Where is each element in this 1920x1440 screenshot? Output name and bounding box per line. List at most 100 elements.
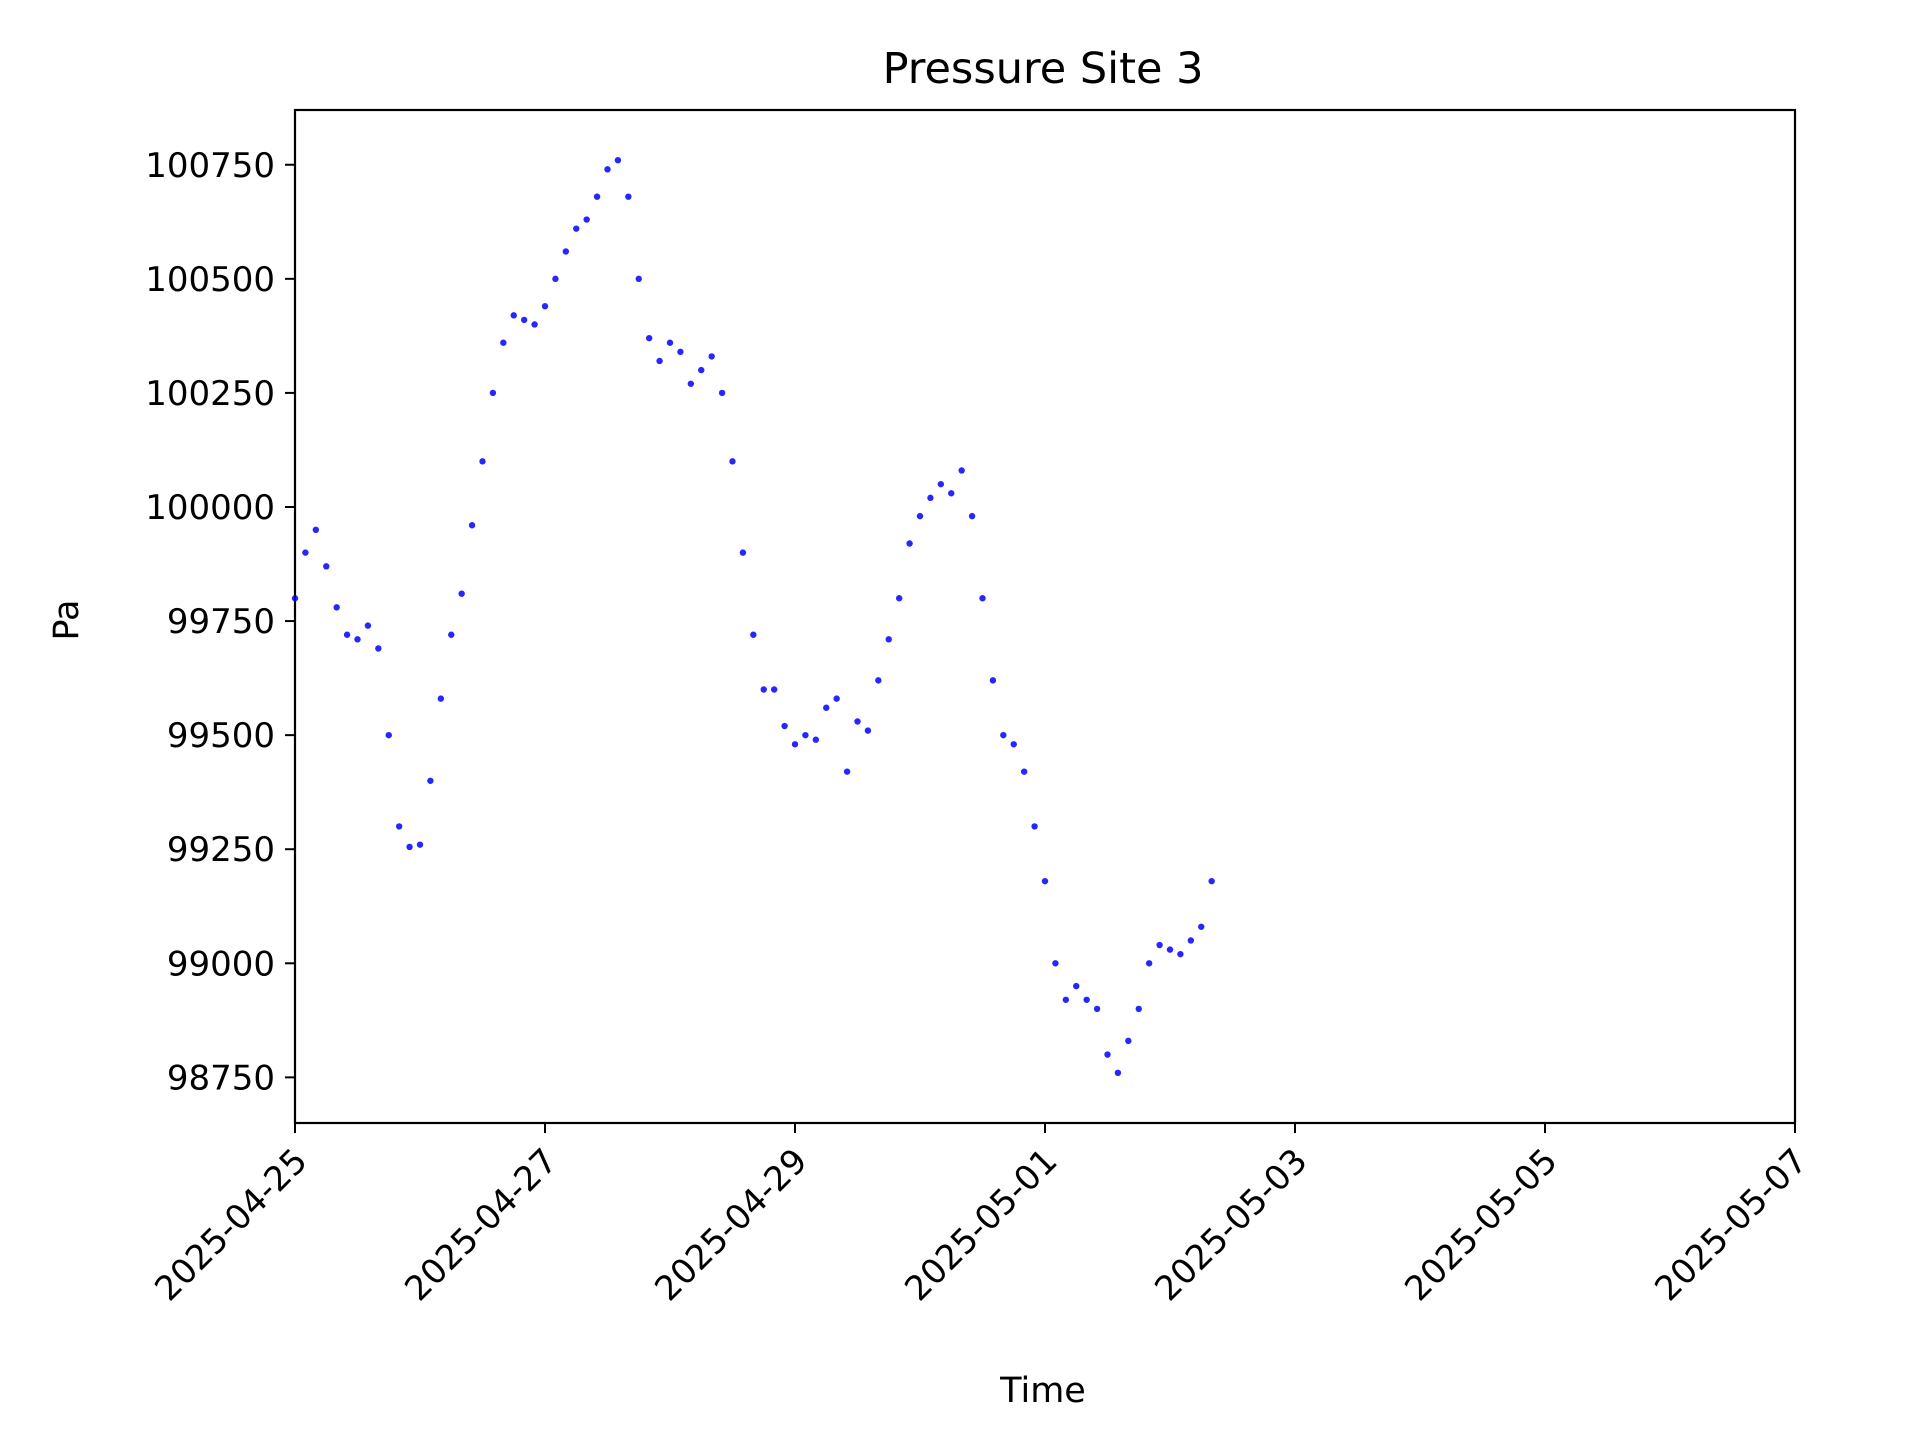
data-point (1166, 946, 1174, 953)
x-tick-label: 2025-05-01 (897, 1141, 1065, 1309)
data-point (364, 622, 372, 629)
data-point (979, 595, 986, 602)
x-tick-label: 2025-04-25 (147, 1141, 315, 1309)
x-tick-label: 2025-04-29 (647, 1141, 815, 1309)
data-point (593, 193, 601, 200)
data-point (854, 718, 861, 725)
x-tick-label: 2025-04-27 (397, 1141, 565, 1309)
data-point (510, 312, 517, 319)
data-point (1135, 1005, 1142, 1013)
data-point (760, 686, 767, 693)
data-point (1093, 1005, 1101, 1013)
data-point (343, 631, 351, 638)
data-point (531, 321, 538, 328)
data-point (354, 636, 361, 643)
data-point (427, 777, 434, 784)
data-point (552, 275, 559, 283)
data-point (729, 458, 736, 465)
data-point (1062, 996, 1070, 1003)
data-point (323, 563, 330, 570)
data-point (802, 731, 809, 739)
x-tick-label: 2025-05-03 (1147, 1141, 1315, 1309)
y-tick-label: 100750 (145, 146, 275, 186)
data-point (781, 722, 788, 730)
data-point (833, 695, 840, 702)
data-point (739, 549, 747, 556)
data-point (1010, 741, 1017, 748)
data-point (1020, 768, 1028, 775)
plot-frame (293, 108, 1797, 1125)
data-point (1031, 823, 1038, 830)
x-tick-label: 2025-05-05 (1397, 1141, 1565, 1309)
y-tick-label: 99750 (167, 602, 275, 642)
data-point (385, 731, 392, 739)
data-point (583, 216, 590, 223)
data-point (989, 677, 997, 684)
chart-title: Pressure Site 3 (883, 44, 1204, 94)
data-point (541, 303, 549, 310)
data-point (864, 727, 872, 734)
x-tick-label: 2025-05-07 (1647, 1141, 1815, 1309)
data-point (1208, 877, 1215, 885)
data-point (906, 540, 913, 547)
data-point (500, 339, 507, 346)
data-point (1187, 937, 1195, 944)
data-point (937, 480, 945, 488)
data-point (812, 736, 820, 743)
data-point (843, 768, 851, 775)
data-point (437, 695, 445, 702)
data-point (291, 595, 299, 602)
y-tick-label: 100000 (145, 488, 275, 528)
data-point (302, 549, 309, 556)
y-tick-label: 100500 (145, 260, 275, 300)
data-point (718, 389, 726, 397)
data-point (1073, 982, 1080, 990)
data-point (656, 357, 663, 365)
data-point (625, 193, 632, 200)
data-point (1104, 1051, 1111, 1058)
data-point (948, 490, 955, 497)
x-axis-label: Time (999, 1371, 1086, 1411)
data-point (885, 636, 892, 643)
plot-area: 98750 99000 99250 99500 99750 100000 100250 100… (145, 108, 1815, 1309)
data-point (520, 316, 528, 324)
data-point (635, 275, 642, 283)
data-point (750, 631, 757, 638)
data-point (666, 339, 674, 346)
data-point (468, 522, 476, 529)
data-point (1156, 941, 1163, 949)
data-point (375, 645, 382, 652)
data-point (1125, 1037, 1132, 1045)
data-point (687, 380, 695, 387)
data-point (875, 677, 882, 684)
data-point (1041, 877, 1049, 885)
data-point (968, 512, 976, 520)
data-point (698, 366, 705, 374)
data-point (823, 704, 830, 711)
data-point (1114, 1069, 1122, 1077)
data-point (333, 604, 340, 611)
data-point (489, 389, 497, 397)
data-point (770, 686, 778, 693)
data-point (677, 348, 684, 356)
data-point (395, 823, 403, 830)
data-point (312, 526, 320, 534)
y-tick-label: 99000 (167, 944, 275, 984)
y-tick-label: 100250 (145, 374, 275, 414)
data-point (406, 843, 413, 851)
data-point (708, 353, 715, 360)
y-tick-label: 99250 (167, 830, 275, 870)
data-point (614, 156, 622, 164)
data-point (958, 467, 965, 474)
data-point (895, 595, 903, 602)
y-tick-label: 98750 (167, 1058, 275, 1098)
data-point (562, 248, 570, 255)
data-point (573, 225, 580, 232)
data-point (458, 590, 465, 597)
data-point (448, 631, 455, 638)
data-point (1145, 960, 1153, 967)
data-point (1052, 960, 1059, 967)
data-point (927, 494, 934, 502)
